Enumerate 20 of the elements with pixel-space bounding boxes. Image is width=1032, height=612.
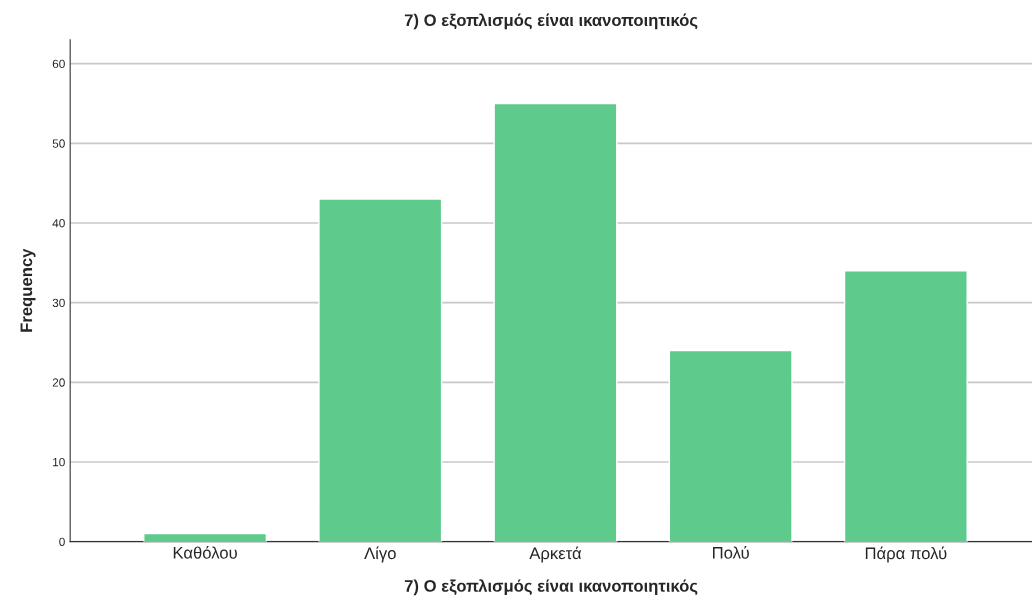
- y-tick-label: 20: [52, 378, 65, 387]
- y-axis-title: Frequency: [20, 248, 36, 332]
- x-tick-label: Λίγο: [364, 546, 396, 563]
- x-axis-title: 7) Ο εξοπλισμός είναι ικανοποιητικός: [404, 579, 698, 596]
- y-tick-label: 30: [52, 298, 65, 308]
- x-tick-label: Αρκετά: [529, 546, 582, 563]
- y-tick-label: 50: [52, 139, 65, 148]
- bar: [143, 532, 268, 542]
- y-tick-label: 60: [52, 59, 65, 69]
- y-tick-label: 40: [52, 219, 65, 228]
- x-tick-label: Πολύ: [713, 546, 749, 559]
- chart-title: 7) Ο εξοπλισμός είναι ικανοποιητικός: [404, 13, 698, 30]
- y-tick-label: 0: [59, 537, 65, 547]
- y-tick-label: 10: [53, 458, 65, 467]
- bar: [493, 102, 618, 542]
- bar: [318, 198, 443, 542]
- bar: [668, 349, 793, 542]
- x-tick-label: Καθόλου: [173, 546, 237, 559]
- x-tick-label: Πάρα πολύ: [865, 546, 947, 563]
- bar: [843, 270, 968, 542]
